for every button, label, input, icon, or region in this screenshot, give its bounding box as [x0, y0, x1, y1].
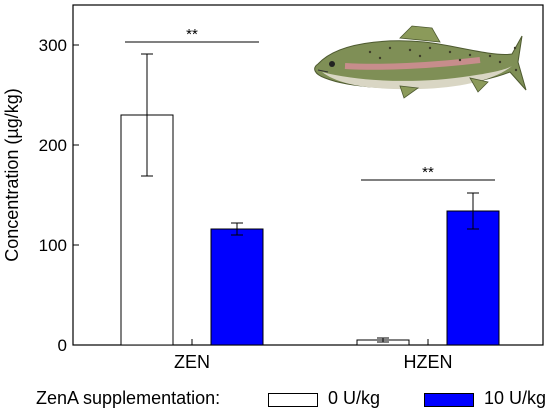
legend: ZenA supplementation: 0 U/kg 10 U/kg: [0, 386, 550, 412]
chart: 0 100 200 300 Concentration (µg/kg) ZEN HZEN…: [2, 4, 544, 372]
x-label-hzen: HZEN: [404, 352, 453, 372]
y-tick-label-200: 200: [39, 136, 67, 155]
legend-label-0-u-kg: 0 U/kg: [328, 388, 381, 408]
legend-title: ZenA supplementation:: [36, 388, 221, 408]
bars: [120, 53, 500, 346]
significance-label-hzen: **: [422, 164, 434, 181]
y-axis-ticks: 0 100 200 300: [39, 36, 79, 355]
y-tick-label-0: 0: [58, 336, 67, 355]
plot-frame: [72, 4, 544, 346]
legend-swatch-0-u-kg: [268, 393, 318, 407]
trout-illustration: [314, 25, 527, 99]
legend-label-10-u-kg: 10 U/kg: [484, 388, 547, 408]
y-tick-label-100: 100: [39, 236, 67, 255]
legend-swatch-10-u-kg: [424, 393, 474, 407]
significance-label-zen: **: [186, 26, 198, 43]
y-tick-label-300: 300: [39, 36, 67, 55]
x-axis-labels: ZEN HZEN: [174, 339, 453, 372]
bar-hzen-10-u-kg: [446, 210, 500, 346]
bar-zen-10-u-kg: [210, 228, 264, 346]
significance-markers: ** **: [125, 26, 495, 181]
y-axis-label: Concentration (µg/kg): [2, 88, 22, 261]
x-label-zen: ZEN: [174, 352, 210, 372]
